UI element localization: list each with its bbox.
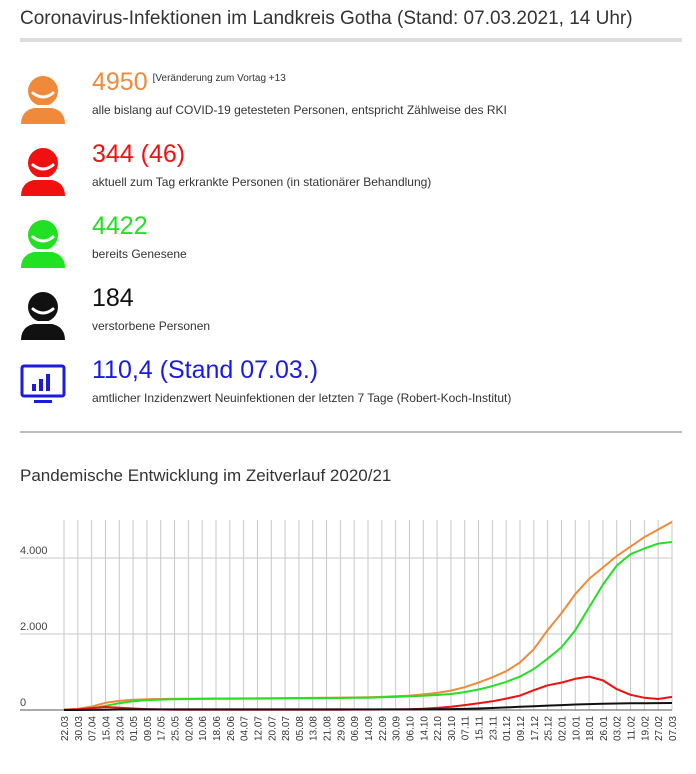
x-tick-label: 15.11: [475, 716, 486, 741]
x-tick-label: 27.02: [654, 716, 665, 741]
x-tick-label: 12.07: [253, 716, 264, 741]
y-tick-label: 4.000: [20, 545, 48, 557]
x-tick-label: 09.05: [143, 716, 154, 741]
x-tick-label: 22.10: [433, 716, 444, 741]
x-tick-label: 01.12: [502, 716, 513, 741]
stat-value: 344 (46): [92, 140, 186, 168]
person-icon: [21, 76, 65, 124]
x-tick-label: 26.06: [226, 716, 237, 741]
x-tick-label: 02.06: [184, 716, 195, 741]
x-tick-label: 21.08: [323, 716, 334, 741]
stat-value: 184: [92, 284, 134, 312]
stat-description: aktuell zum Tag erkrankte Personen (in s…: [92, 175, 432, 189]
x-tick-label: 17.12: [530, 716, 541, 741]
x-tick-label: 26.01: [599, 716, 610, 741]
stat-description: amtlicher Inzidenzwert Neuinfektionen de…: [92, 391, 512, 405]
chart-title: Pandemische Entwicklung im Zeitverlauf 2…: [20, 466, 392, 485]
x-tick-label: 15.04: [101, 716, 112, 741]
x-tick-label: 29.08: [336, 716, 347, 741]
stat-note: [Veränderung zum Vortag +13: [152, 73, 286, 84]
x-tick-label: 23.11: [488, 716, 499, 741]
x-tick-label: 30.10: [447, 716, 458, 741]
y-tick-label: 2.000: [20, 621, 48, 633]
stat-incidence: 110,4 (Stand 07.03.) amtlicher Inzidenzw…: [20, 356, 680, 420]
x-tick-label: 14.10: [419, 716, 430, 741]
x-tick-label: 17.05: [157, 716, 168, 741]
x-tick-label: 18.01: [585, 716, 596, 741]
stat-value: 4950 [Veränderung zum Vortag +13: [92, 68, 286, 96]
monitor-chart-icon: [20, 364, 66, 403]
stat-description: alle bislang auf COVID-19 getesteten Per…: [92, 103, 507, 117]
x-tick-label: 22.03: [60, 716, 71, 741]
stat-description: verstorbene Personen: [92, 319, 211, 333]
x-tick-label: 07.03: [668, 716, 679, 741]
y-tick-label: 0: [20, 697, 26, 709]
series-line-1: [63, 541, 673, 711]
x-tick-label: 10.06: [198, 716, 209, 741]
stat-deceased: 184 verstorbene Personen: [20, 284, 680, 348]
x-tick-label: 01.05: [129, 716, 140, 741]
stat-tested: 4950 [Veränderung zum Vortag +13 alle bis…: [20, 68, 680, 132]
x-tick-label: 04.07: [240, 716, 251, 741]
series-line-3: [64, 702, 673, 711]
x-tick-label: 09.12: [516, 716, 527, 741]
x-tick-label: 23.04: [115, 716, 126, 741]
page-title: Coronavirus-Infektionen im Landkreis Got…: [20, 8, 633, 29]
x-tick-label: 02.01: [557, 716, 568, 741]
x-tick-label: 10.01: [571, 716, 582, 741]
x-tick-label: 19.02: [640, 716, 651, 741]
stat-active: 344 (46) aktuell zum Tag erkrankte Perso…: [20, 140, 680, 204]
section-divider: [20, 431, 682, 433]
x-tick-label: 07.11: [461, 716, 472, 741]
stat-description: bereits Genesene: [92, 247, 187, 261]
person-icon: [21, 148, 65, 196]
person-icon: [21, 220, 65, 268]
x-tick-label: 30.09: [392, 716, 403, 741]
x-tick-label: 28.07: [281, 716, 292, 741]
x-tick-label: 11.02: [627, 716, 638, 741]
x-tick-label: 07.04: [88, 716, 99, 741]
title-divider: [20, 38, 682, 42]
x-tick-label: 14.09: [364, 716, 375, 741]
x-tick-label: 25.05: [171, 716, 182, 741]
x-tick-label: 20.07: [267, 716, 278, 741]
x-tick-label: 03.02: [613, 716, 624, 741]
stat-value: 4422: [92, 212, 148, 240]
stat-value: 110,4 (Stand 07.03.): [92, 356, 319, 384]
x-tick-label: 25.12: [544, 716, 555, 741]
x-tick-label: 22.09: [378, 716, 389, 741]
x-tick-label: 06.09: [350, 716, 361, 741]
x-tick-label: 06.10: [405, 716, 416, 741]
x-tick-label: 30.03: [74, 716, 85, 741]
person-icon: [21, 292, 65, 340]
x-tick-label: 05.08: [295, 716, 306, 741]
x-tick-label: 18.06: [212, 716, 223, 741]
stat-recovered: 4422 bereits Genesene: [20, 212, 680, 276]
x-tick-label: 13.08: [309, 716, 320, 741]
